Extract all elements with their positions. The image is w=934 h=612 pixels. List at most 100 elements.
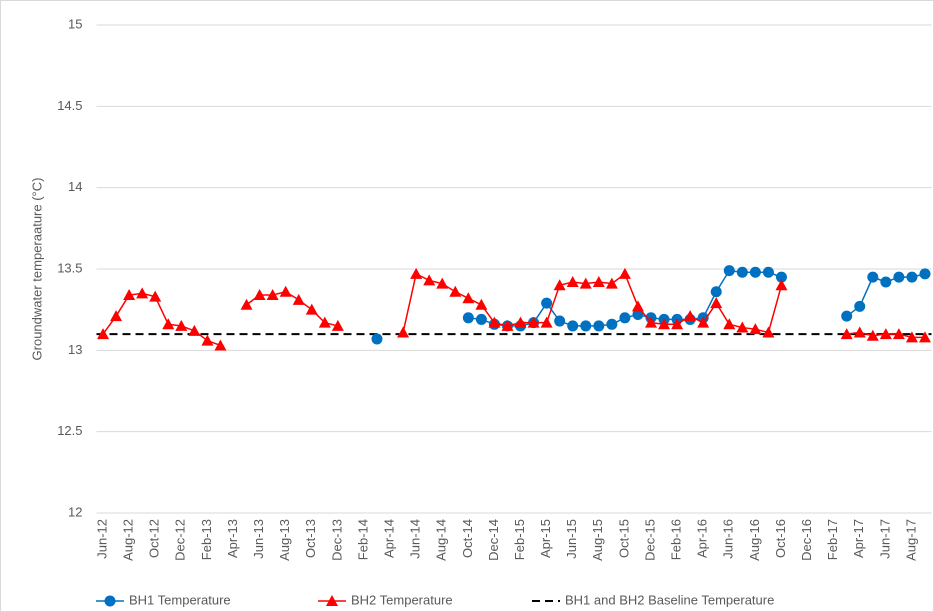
data-point <box>853 326 866 338</box>
data-point <box>475 298 488 310</box>
data-point <box>906 271 918 283</box>
data-point <box>423 274 436 286</box>
y-axis-label: Groundwater temperaature (°C) <box>29 178 44 361</box>
data-point <box>723 318 736 330</box>
data-point <box>554 315 566 327</box>
data-point <box>880 276 892 288</box>
x-tick-label: Apr-17 <box>851 519 866 558</box>
data-point <box>449 285 462 297</box>
data-point <box>879 328 892 340</box>
data-point <box>671 318 684 330</box>
x-tick-label: Feb-17 <box>825 519 840 560</box>
x-tick-label: Aug-14 <box>434 519 449 561</box>
data-point <box>514 316 527 328</box>
data-point <box>684 310 697 322</box>
x-tick-label: Aug-12 <box>121 519 136 561</box>
data-point <box>292 293 305 305</box>
data-point <box>775 279 788 291</box>
data-point <box>710 297 723 309</box>
data-point <box>527 316 540 328</box>
data-point <box>253 289 266 301</box>
data-point <box>631 300 644 312</box>
data-point <box>175 319 188 331</box>
x-tick-label: Aug-16 <box>747 519 762 561</box>
data-point <box>305 303 318 315</box>
data-point <box>488 316 501 328</box>
data-point <box>749 266 761 278</box>
x-tick-label: Jun-15 <box>564 519 579 559</box>
legend-marker <box>326 595 338 606</box>
data-point <box>279 285 292 297</box>
x-tick-label: Apr-16 <box>695 519 710 558</box>
x-tick-label: Jun-17 <box>877 519 892 559</box>
data-point <box>632 309 644 321</box>
x-tick-label: Jun-14 <box>408 519 423 559</box>
data-point <box>318 316 331 328</box>
data-point <box>201 334 214 346</box>
y-tick-label: 13.5 <box>57 260 82 275</box>
data-point <box>840 328 853 340</box>
y-tick-label: 13 <box>68 342 82 357</box>
x-tick-label: Aug-13 <box>277 519 292 561</box>
data-point <box>110 310 123 322</box>
data-point <box>736 321 749 333</box>
data-point <box>893 271 905 283</box>
y-tick-label: 14.5 <box>57 98 82 113</box>
data-point <box>541 297 553 309</box>
data-point <box>462 292 475 304</box>
data-point <box>592 276 605 288</box>
data-point <box>553 279 566 291</box>
data-point <box>188 324 201 336</box>
x-tick-label: Oct-15 <box>616 519 631 558</box>
x-tick-label: Dec-13 <box>329 519 344 561</box>
x-tick-label: Feb-13 <box>199 519 214 560</box>
data-point <box>918 331 931 343</box>
data-point <box>710 286 722 298</box>
x-tick-label: Jun-13 <box>251 519 266 559</box>
data-point <box>567 320 579 332</box>
x-tick-label: Oct-13 <box>303 519 318 558</box>
data-point <box>762 326 775 338</box>
legend-label: BH1 and BH2 Baseline Temperature <box>565 592 774 607</box>
data-point <box>866 329 879 341</box>
x-tick-label: Oct-12 <box>147 519 162 558</box>
data-point <box>606 318 618 330</box>
data-point <box>579 277 592 289</box>
x-tick-label: Apr-13 <box>225 519 240 558</box>
x-tick-label: Aug-17 <box>903 519 918 561</box>
x-tick-label: Feb-16 <box>669 519 684 560</box>
data-point <box>501 319 514 331</box>
y-tick-label: 12.5 <box>57 423 82 438</box>
data-point <box>123 289 136 301</box>
data-point <box>854 300 866 312</box>
x-tick-label: Jun-12 <box>94 519 109 559</box>
series-line <box>102 272 925 347</box>
data-point <box>867 271 879 283</box>
data-point <box>841 310 853 322</box>
y-tick-label: 14 <box>68 179 82 194</box>
data-point <box>736 266 748 278</box>
data-point <box>136 287 149 299</box>
data-point <box>397 326 410 338</box>
data-point <box>540 316 553 328</box>
x-tick-label: Dec-15 <box>642 519 657 561</box>
data-point <box>266 289 279 301</box>
x-tick-label: Oct-16 <box>773 519 788 558</box>
data-point <box>475 313 487 325</box>
x-tick-label: Apr-14 <box>381 519 396 558</box>
x-tick-label: Jun-16 <box>721 519 736 559</box>
data-point <box>371 333 383 345</box>
data-point <box>723 265 735 277</box>
legend-label: BH1 Temperature <box>129 592 231 607</box>
data-point <box>644 316 657 328</box>
x-tick-label: Apr-15 <box>538 519 553 558</box>
data-point <box>410 267 423 279</box>
data-point <box>97 328 110 340</box>
data-point <box>593 320 605 332</box>
data-point <box>658 318 671 330</box>
legend-label: BH2 Temperature <box>351 592 453 607</box>
x-tick-label: Oct-14 <box>460 519 475 558</box>
data-point <box>775 271 787 283</box>
data-point <box>162 318 175 330</box>
